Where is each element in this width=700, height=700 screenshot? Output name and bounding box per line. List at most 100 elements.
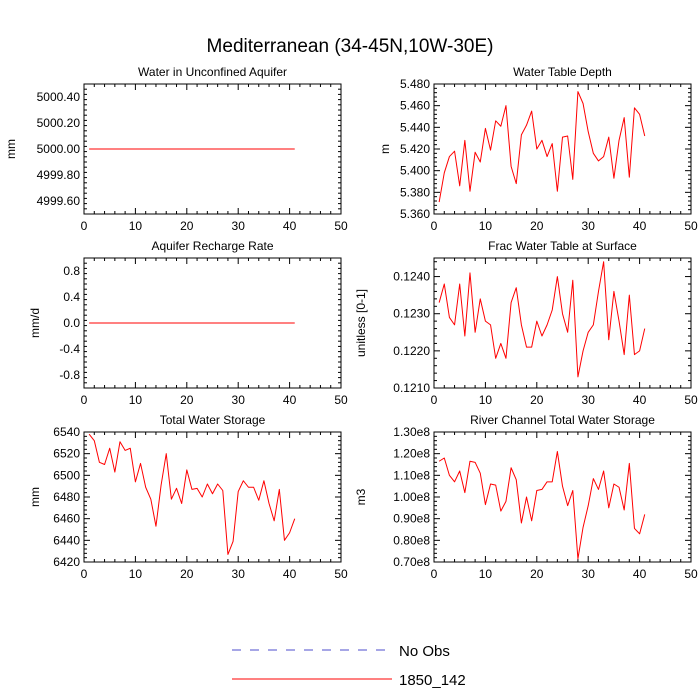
panel-title: Aquifer Recharge Rate [151,239,273,253]
plot-frame [433,431,692,563]
y-tick-label: 0.4 [63,290,80,304]
y-tick-label: 0.1220 [393,344,430,358]
y-tick-label: 4999.60 [37,194,81,208]
x-tick-label: 50 [334,393,348,407]
y-tick-label: 0.0 [63,316,80,330]
x-tick-label: 10 [479,567,493,581]
series-line-1850-142 [88,433,296,555]
x-tick-label: 40 [283,393,297,407]
y-tick-label: 6460 [53,512,80,526]
y-tick-label: 0.70e8 [393,555,430,569]
y-axis-title: mm [28,487,42,507]
y-tick-label: 6520 [53,447,80,461]
x-tick-label: 40 [633,567,647,581]
x-tick-label: 0 [431,393,438,407]
x-tick-label: 30 [232,567,246,581]
x-tick-label: 50 [684,567,698,581]
legend: No Obs 1850_142 [232,643,466,689]
y-tick-label: 4999.80 [37,168,81,182]
y-axis-title: m3 [354,488,368,505]
panel-aquifer-recharge-rate: Aquifer Recharge Rate 0 10 20 30 40 50 -0.8 -0.4… [28,239,348,407]
y-tick-label: 5000.00 [37,142,81,156]
series-line-1850-142 [438,91,646,203]
y-tick-label: 6420 [53,555,80,569]
panel-title: Total Water Storage [160,413,266,427]
plot-frame [433,257,692,389]
x-tick-label: 10 [479,393,493,407]
x-tick-label: 20 [180,219,194,233]
y-tick-label: 5.460 [400,99,430,113]
y-axis-title: unitless [0-1] [354,289,368,357]
series-line-1850-142 [438,451,646,560]
y-tick-label: 6500 [53,468,80,482]
y-tick-label: 1.30e8 [393,425,430,439]
x-tick-label: 0 [81,219,88,233]
x-tick-label: 20 [530,393,544,407]
y-tick-label: 0.8 [63,264,80,278]
x-tick-label: 10 [129,567,143,581]
y-tick-label: -0.4 [59,342,80,356]
y-tick-label: 6440 [53,533,80,547]
y-axis-title: mm [4,139,18,159]
x-tick-label: 20 [180,567,194,581]
y-tick-label: 0.1240 [393,270,430,284]
panel-frac-water-table-at-surface: Frac Water Table at Surface 0 10 20 30 40 50 0.… [354,239,698,407]
y-tick-label: 5.400 [400,164,430,178]
y-tick-label: 6480 [53,490,80,504]
y-tick-label: 5000.40 [37,90,81,104]
x-tick-label: 0 [431,567,438,581]
plot-frame [83,431,342,563]
y-tick-label: 5000.20 [37,116,81,130]
legend-label-no-obs: No Obs [399,643,450,660]
y-tick-label: 5.360 [400,207,430,221]
x-tick-label: 20 [530,219,544,233]
x-tick-label: 0 [81,567,88,581]
panel-water-table-depth: Water Table Depth 0 10 20 30 40 50 5.360 5.380 5.… [378,65,698,233]
y-axis-title: mm/d [28,308,42,338]
x-tick-label: 30 [582,393,596,407]
y-tick-label: 0.90e8 [393,512,430,526]
y-tick-label: 1.10e8 [393,468,430,482]
x-tick-label: 30 [582,567,596,581]
y-tick-label: 1.20e8 [393,447,430,461]
x-tick-label: 30 [582,219,596,233]
x-tick-label: 20 [530,567,544,581]
panel-title: Water Table Depth [513,65,612,79]
y-tick-label: 0.80e8 [393,533,430,547]
x-tick-label: 40 [283,219,297,233]
panel-title: Water in Unconfined Aquifer [138,65,287,79]
x-tick-label: 40 [633,219,647,233]
y-tick-label: 1.00e8 [393,490,430,504]
x-tick-label: 50 [334,219,348,233]
plot-frame [83,257,342,389]
series-line-1850-142 [438,261,646,378]
panel-total-water-storage: Total Water Storage 0 10 20 30 40 50 6420 6440 64… [28,413,348,581]
figure-title: Mediterranean (34-45N,10W-30E) [207,36,494,57]
y-tick-label: -0.8 [59,368,80,382]
x-tick-label: 30 [232,219,246,233]
x-tick-label: 10 [479,219,493,233]
y-tick-label: 5.420 [400,142,430,156]
panel-title: River Channel Total Water Storage [470,413,655,427]
x-tick-label: 30 [232,393,246,407]
x-tick-label: 10 [129,219,143,233]
x-tick-label: 50 [684,219,698,233]
y-tick-label: 0.1230 [393,307,430,321]
panel-water-in-unconfined-aquifer: Water in Unconfined Aquifer 0 10 20 30 40 50 49… [4,65,348,233]
panel-river-channel-total-water-storage: River Channel Total Water Storage 0 10 20 30… [354,413,698,581]
x-tick-label: 20 [180,393,194,407]
legend-label-1850-142: 1850_142 [399,672,466,689]
y-tick-label: 6540 [53,425,80,439]
x-tick-label: 50 [684,393,698,407]
y-tick-label: 5.380 [400,185,430,199]
x-tick-label: 40 [633,393,647,407]
panel-title: Frac Water Table at Surface [488,239,637,253]
x-tick-label: 0 [431,219,438,233]
x-tick-label: 40 [283,567,297,581]
plot-frame [433,83,692,215]
x-tick-label: 0 [81,393,88,407]
x-tick-label: 50 [334,567,348,581]
y-tick-label: 0.1210 [393,381,430,395]
x-tick-label: 10 [129,393,143,407]
